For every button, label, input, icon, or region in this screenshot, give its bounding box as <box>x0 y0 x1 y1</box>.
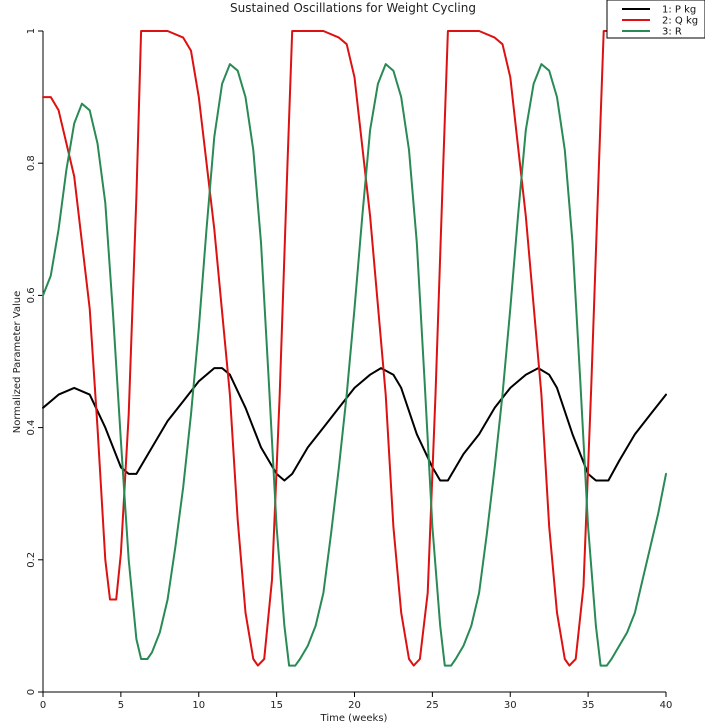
x-tick-label: 40 <box>660 700 673 711</box>
legend-label-1: 1: P kg <box>662 5 696 16</box>
y-tick-label: 1 <box>26 28 37 34</box>
y-axis-label: Normalized Parameter Value <box>12 291 23 434</box>
legend-label-3: 3: R <box>662 27 682 38</box>
chart-title: Sustained Oscillations for Weight Cyclin… <box>230 1 476 15</box>
legend-label-2: 2: Q kg <box>662 16 698 27</box>
x-axis-label: Time (weeks) <box>320 713 388 724</box>
x-tick-label: 15 <box>270 700 283 711</box>
y-tick-label: 0.6 <box>26 287 37 303</box>
x-tick-label: 25 <box>426 700 439 711</box>
x-tick-label: 0 <box>40 700 46 711</box>
y-tick-label: 0 <box>26 689 37 695</box>
x-axis-ticks: 0 5 10 15 20 25 30 35 40 <box>40 692 673 711</box>
y-tick-label: 0.8 <box>26 155 37 171</box>
x-tick-label: 10 <box>192 700 205 711</box>
legend: 1: P kg2: Q kg3: R <box>606 0 705 39</box>
x-tick-label: 5 <box>118 700 124 711</box>
y-tick-label: 0.4 <box>26 420 37 436</box>
series-line-2 <box>42 30 667 667</box>
series-line-3 <box>42 63 667 667</box>
x-tick-label: 35 <box>582 700 595 711</box>
x-tick-label: 20 <box>348 700 361 711</box>
y-axis-ticks: 0 0.2 0.4 0.6 0.8 1 <box>26 28 43 695</box>
x-tick-label: 30 <box>504 700 517 711</box>
y-tick-label: 0.2 <box>26 552 37 568</box>
series-layer <box>42 30 667 667</box>
series-line-1 <box>42 367 667 482</box>
